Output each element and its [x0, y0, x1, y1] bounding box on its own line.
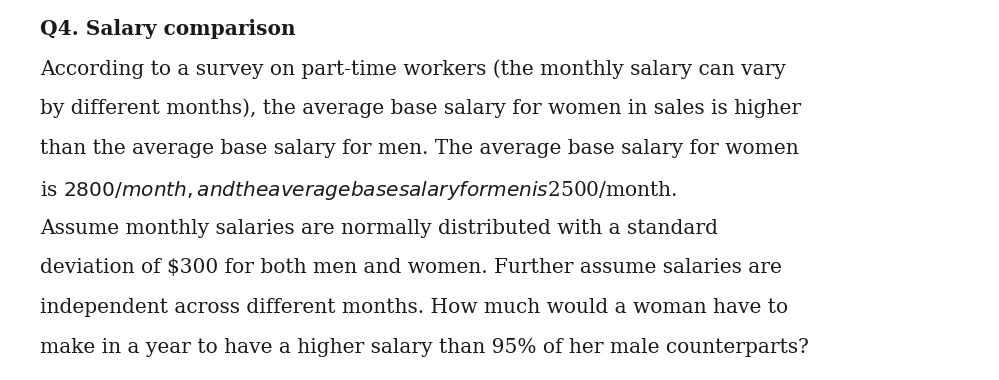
Text: Assume monthly salaries are normally distributed with a standard: Assume monthly salaries are normally dis…: [40, 218, 718, 238]
Text: independent across different months. How much would a woman have to: independent across different months. How…: [40, 298, 788, 317]
Text: than the average base salary for men. The average base salary for women: than the average base salary for men. Th…: [40, 139, 799, 158]
Text: deviation of $300 for both men and women. Further assume salaries are: deviation of $300 for both men and women…: [40, 258, 782, 277]
Text: According to a survey on part-time workers (the monthly salary can vary: According to a survey on part-time worke…: [40, 59, 786, 79]
Text: is $2800/month, and the average base salary for men is $2500/month.: is $2800/month, and the average base sal…: [40, 179, 677, 202]
Text: make in a year to have a higher salary than 95% of her male counterparts?: make in a year to have a higher salary t…: [40, 338, 809, 357]
Text: Q4. Salary comparison: Q4. Salary comparison: [40, 19, 296, 39]
Text: by different months), the average base salary for women in sales is higher: by different months), the average base s…: [40, 99, 801, 119]
